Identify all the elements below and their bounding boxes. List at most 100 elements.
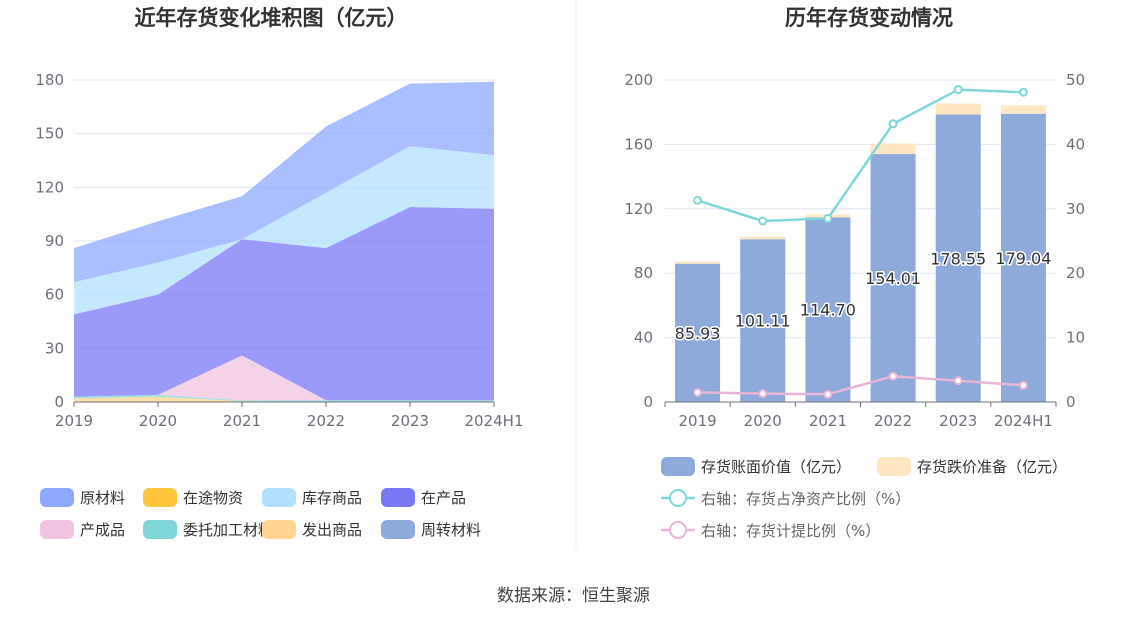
line-point	[758, 216, 768, 226]
bar-book-value	[935, 114, 981, 403]
legend-label: 在途物资	[183, 489, 243, 507]
legend-label: 存货跌价准备（亿元）	[917, 458, 1067, 476]
area-原材料	[74, 81, 494, 283]
right-legend: 存货账面价值（亿元） 存货跌价准备（亿元） 右轴：存货占净资产比例（%） 右轴：存货计…	[661, 457, 1067, 540]
left-x-axis: 2019 2020 2021 2022 2023 2024H1	[55, 401, 524, 430]
right-y-tick: 0	[643, 393, 653, 411]
area-库存商品	[74, 146, 494, 315]
legend-swatch	[40, 488, 74, 507]
data-source: 数据来源：恒生聚源	[497, 586, 650, 606]
line-0	[697, 88, 1024, 223]
left-y-axis: 0 30 60 90 120 150 180	[35, 71, 64, 411]
line-point	[888, 119, 898, 129]
left-y-tick: 120	[35, 178, 64, 196]
right-line-series	[693, 85, 1028, 399]
legend-marker	[669, 489, 687, 507]
right-y2-tick: 10	[1066, 329, 1085, 347]
right-y-tick: 120	[624, 200, 653, 218]
right-x-tick: 2021	[809, 412, 847, 430]
legend-item[interactable]: 原材料	[40, 488, 125, 507]
line-point	[823, 389, 833, 399]
right-y-axis: 0 40 80 120 160 200	[624, 71, 653, 411]
legend-swatch	[262, 488, 296, 507]
legend-swatch	[381, 488, 415, 507]
bar-impairment	[740, 236, 786, 240]
legend-label: 发出商品	[302, 521, 362, 539]
left-y-tick: 150	[35, 125, 64, 143]
right-y-tick: 40	[634, 329, 653, 347]
left-x-tick: 2022	[307, 412, 345, 430]
legend-item[interactable]: 周转材料	[381, 520, 481, 539]
right-x-tick: 2019	[678, 412, 716, 430]
right-x-axis: 2019 2020 2021 2022 2023 2024H1	[664, 401, 1057, 430]
right-grid	[665, 79, 1056, 403]
legend-swatch	[262, 520, 296, 539]
bar-book-value	[740, 239, 786, 402]
legend-item[interactable]: 委托加工材料	[143, 520, 273, 539]
legend-label: 在产品	[421, 489, 466, 507]
left-x-tick: 2019	[55, 412, 93, 430]
right-bar-series	[675, 103, 1046, 403]
left-y-tick: 60	[45, 286, 64, 304]
bar-value-label: 85.93	[675, 324, 721, 343]
area-发出商品	[74, 396, 494, 402]
left-x-tick: 2023	[391, 412, 429, 430]
bar-book-value	[805, 217, 851, 402]
right-chart-title: 历年存货变动情况	[785, 6, 953, 30]
legend-item[interactable]: 库存商品	[262, 488, 362, 507]
line-point	[693, 387, 703, 397]
bar-book-value	[1000, 113, 1046, 402]
right-y2-tick: 40	[1066, 135, 1085, 153]
legend-label: 存货账面价值（亿元）	[701, 458, 851, 476]
right-y2-axis: 0 10 20 30 40 50	[1066, 71, 1085, 411]
legend-label: 右轴：存货计提比例（%）	[701, 522, 880, 540]
left-y-tick: 0	[54, 393, 64, 411]
line-point	[888, 371, 898, 381]
legend-label: 右轴：存货占净资产比例（%）	[701, 490, 910, 508]
legend-item[interactable]: 右轴：存货计提比例（%）	[661, 521, 880, 540]
left-x-tick: 2021	[223, 412, 261, 430]
legend-item[interactable]: 在途物资	[143, 488, 243, 507]
left-y-tick: 90	[45, 232, 64, 250]
right-x-tick: 2024H1	[994, 412, 1053, 430]
legend-item[interactable]: 在产品	[381, 488, 466, 507]
line-point	[693, 195, 703, 205]
line-point	[953, 376, 963, 386]
right-y-tick: 80	[634, 264, 653, 282]
left-area-series	[74, 81, 494, 402]
right-y-tick: 160	[624, 135, 653, 153]
legend-swatch	[143, 520, 177, 539]
legend-item[interactable]: 发出商品	[262, 520, 362, 539]
legend-label: 委托加工材料	[183, 521, 273, 539]
legend-item[interactable]: 存货跌价准备（亿元）	[877, 457, 1067, 476]
right-y-tick: 200	[624, 71, 653, 89]
legend-swatch	[40, 520, 74, 539]
line-point	[953, 85, 963, 95]
right-y2-tick: 50	[1066, 71, 1085, 89]
line-1	[697, 374, 1024, 396]
right-x-tick: 2020	[744, 412, 782, 430]
right-y2-tick: 0	[1066, 393, 1076, 411]
left-x-tick: 2024H1	[465, 412, 524, 430]
legend-marker	[669, 521, 687, 539]
bar-value-label: 154.01	[865, 269, 921, 288]
bar-book-value	[675, 263, 721, 402]
legend-item[interactable]: 产成品	[40, 520, 125, 539]
left-y-tick: 180	[35, 71, 64, 89]
left-x-tick: 2020	[139, 412, 177, 430]
legend-label: 原材料	[80, 489, 125, 507]
bar-impairment	[870, 143, 916, 155]
legend-item[interactable]: 右轴：存货占净资产比例（%）	[661, 489, 910, 508]
right-x-tick: 2023	[939, 412, 977, 430]
bar-value-label: 179.04	[995, 249, 1051, 268]
right-x-tick: 2022	[874, 412, 912, 430]
line-point	[758, 389, 768, 399]
area-在产品	[74, 207, 494, 401]
bar-value-label: 101.11	[735, 312, 791, 331]
right-y2-tick: 30	[1066, 200, 1085, 218]
legend-item[interactable]: 存货账面价值（亿元）	[661, 457, 851, 476]
line-point	[1018, 87, 1028, 97]
right-value-labels: 85.93 101.11 114.70 154.01 178.55 179.04	[673, 247, 1053, 344]
